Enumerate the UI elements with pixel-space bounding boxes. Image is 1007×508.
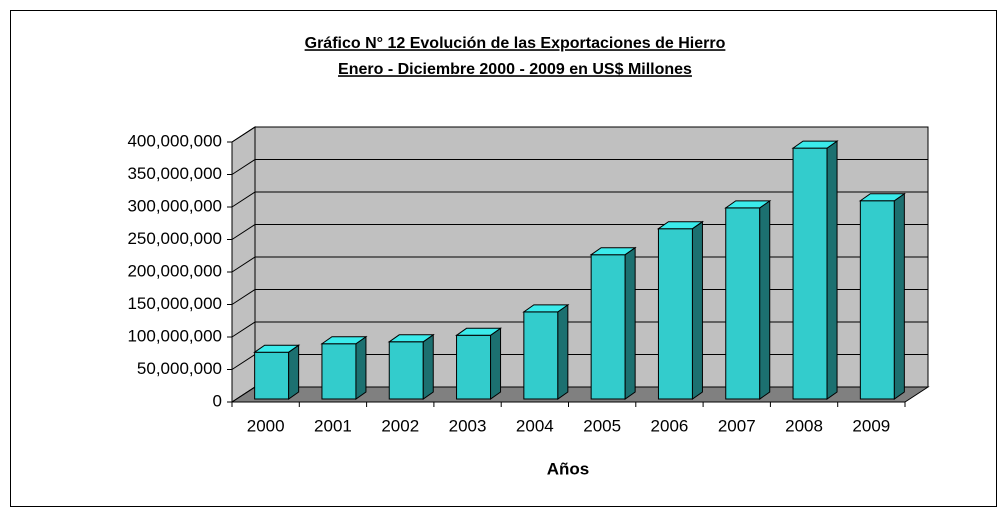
x-tick-label: 2007: [718, 416, 756, 435]
grid-line: [231, 224, 928, 240]
bar-top: [589, 247, 637, 256]
x-tick-label: 2008: [785, 416, 823, 435]
bar-top: [858, 193, 906, 202]
bar-top: [454, 327, 503, 336]
bar-top: [724, 200, 772, 209]
bar-side: [288, 344, 300, 400]
bar: [321, 343, 357, 400]
y-tick-label: 100,000,000: [127, 326, 222, 345]
bar-side: [826, 140, 838, 400]
bar-side: [490, 327, 502, 400]
bar-side: [893, 192, 905, 400]
x-tick-label: 2005: [583, 416, 621, 435]
x-tick-label: 2003: [449, 416, 487, 435]
bar: [657, 228, 693, 400]
bar-side: [759, 199, 771, 400]
y-tick-label: 400,000,000: [127, 131, 222, 150]
bar-side: [624, 246, 636, 400]
x-tick-label: 2000: [247, 416, 285, 435]
bar: [590, 254, 626, 400]
y-tick-label: 200,000,000: [127, 261, 222, 280]
grid-line: [231, 126, 928, 143]
bar: [859, 200, 895, 400]
bar: [456, 334, 492, 400]
y-tick-label: 350,000,000: [127, 164, 222, 183]
x-tick-label: 2009: [852, 416, 890, 435]
bar: [254, 351, 290, 400]
bar-side: [691, 220, 703, 400]
bar-top: [253, 344, 301, 353]
bar-top: [656, 221, 705, 230]
grid-line: [231, 289, 928, 305]
x-tick-label: 2001: [314, 416, 352, 435]
bar-top: [387, 334, 435, 343]
bar-top: [791, 140, 839, 149]
x-tick-label: 2006: [651, 416, 689, 435]
bar: [523, 311, 559, 400]
bar-top: [320, 336, 368, 345]
bar: [725, 207, 761, 400]
x-axis-title: Años: [547, 459, 590, 478]
y-tick-label: 0: [213, 391, 222, 410]
grid-line: [231, 159, 928, 175]
bar: [792, 147, 828, 400]
grid-line: [231, 191, 928, 208]
chart-subtitle: Enero - Diciembre 2000 - 2009 en US$ Mil…: [338, 61, 692, 78]
bar: [388, 341, 424, 400]
bar-top: [522, 304, 570, 313]
y-tick-label: 50,000,000: [137, 359, 222, 378]
y-tick-label: 250,000,000: [127, 229, 222, 248]
x-tick-label: 2002: [381, 416, 419, 435]
bar-side: [355, 335, 367, 400]
grid-line: [231, 321, 928, 338]
bar-side: [422, 333, 434, 400]
y-tick-label: 150,000,000: [127, 294, 222, 313]
bar-side: [557, 303, 569, 400]
chart-title: Gráfico N° 12 Evolución de las Exportaci…: [305, 35, 726, 52]
grid-line: [231, 256, 928, 273]
x-tick-label: 2004: [516, 416, 554, 435]
y-tick-label: 300,000,000: [127, 196, 222, 215]
